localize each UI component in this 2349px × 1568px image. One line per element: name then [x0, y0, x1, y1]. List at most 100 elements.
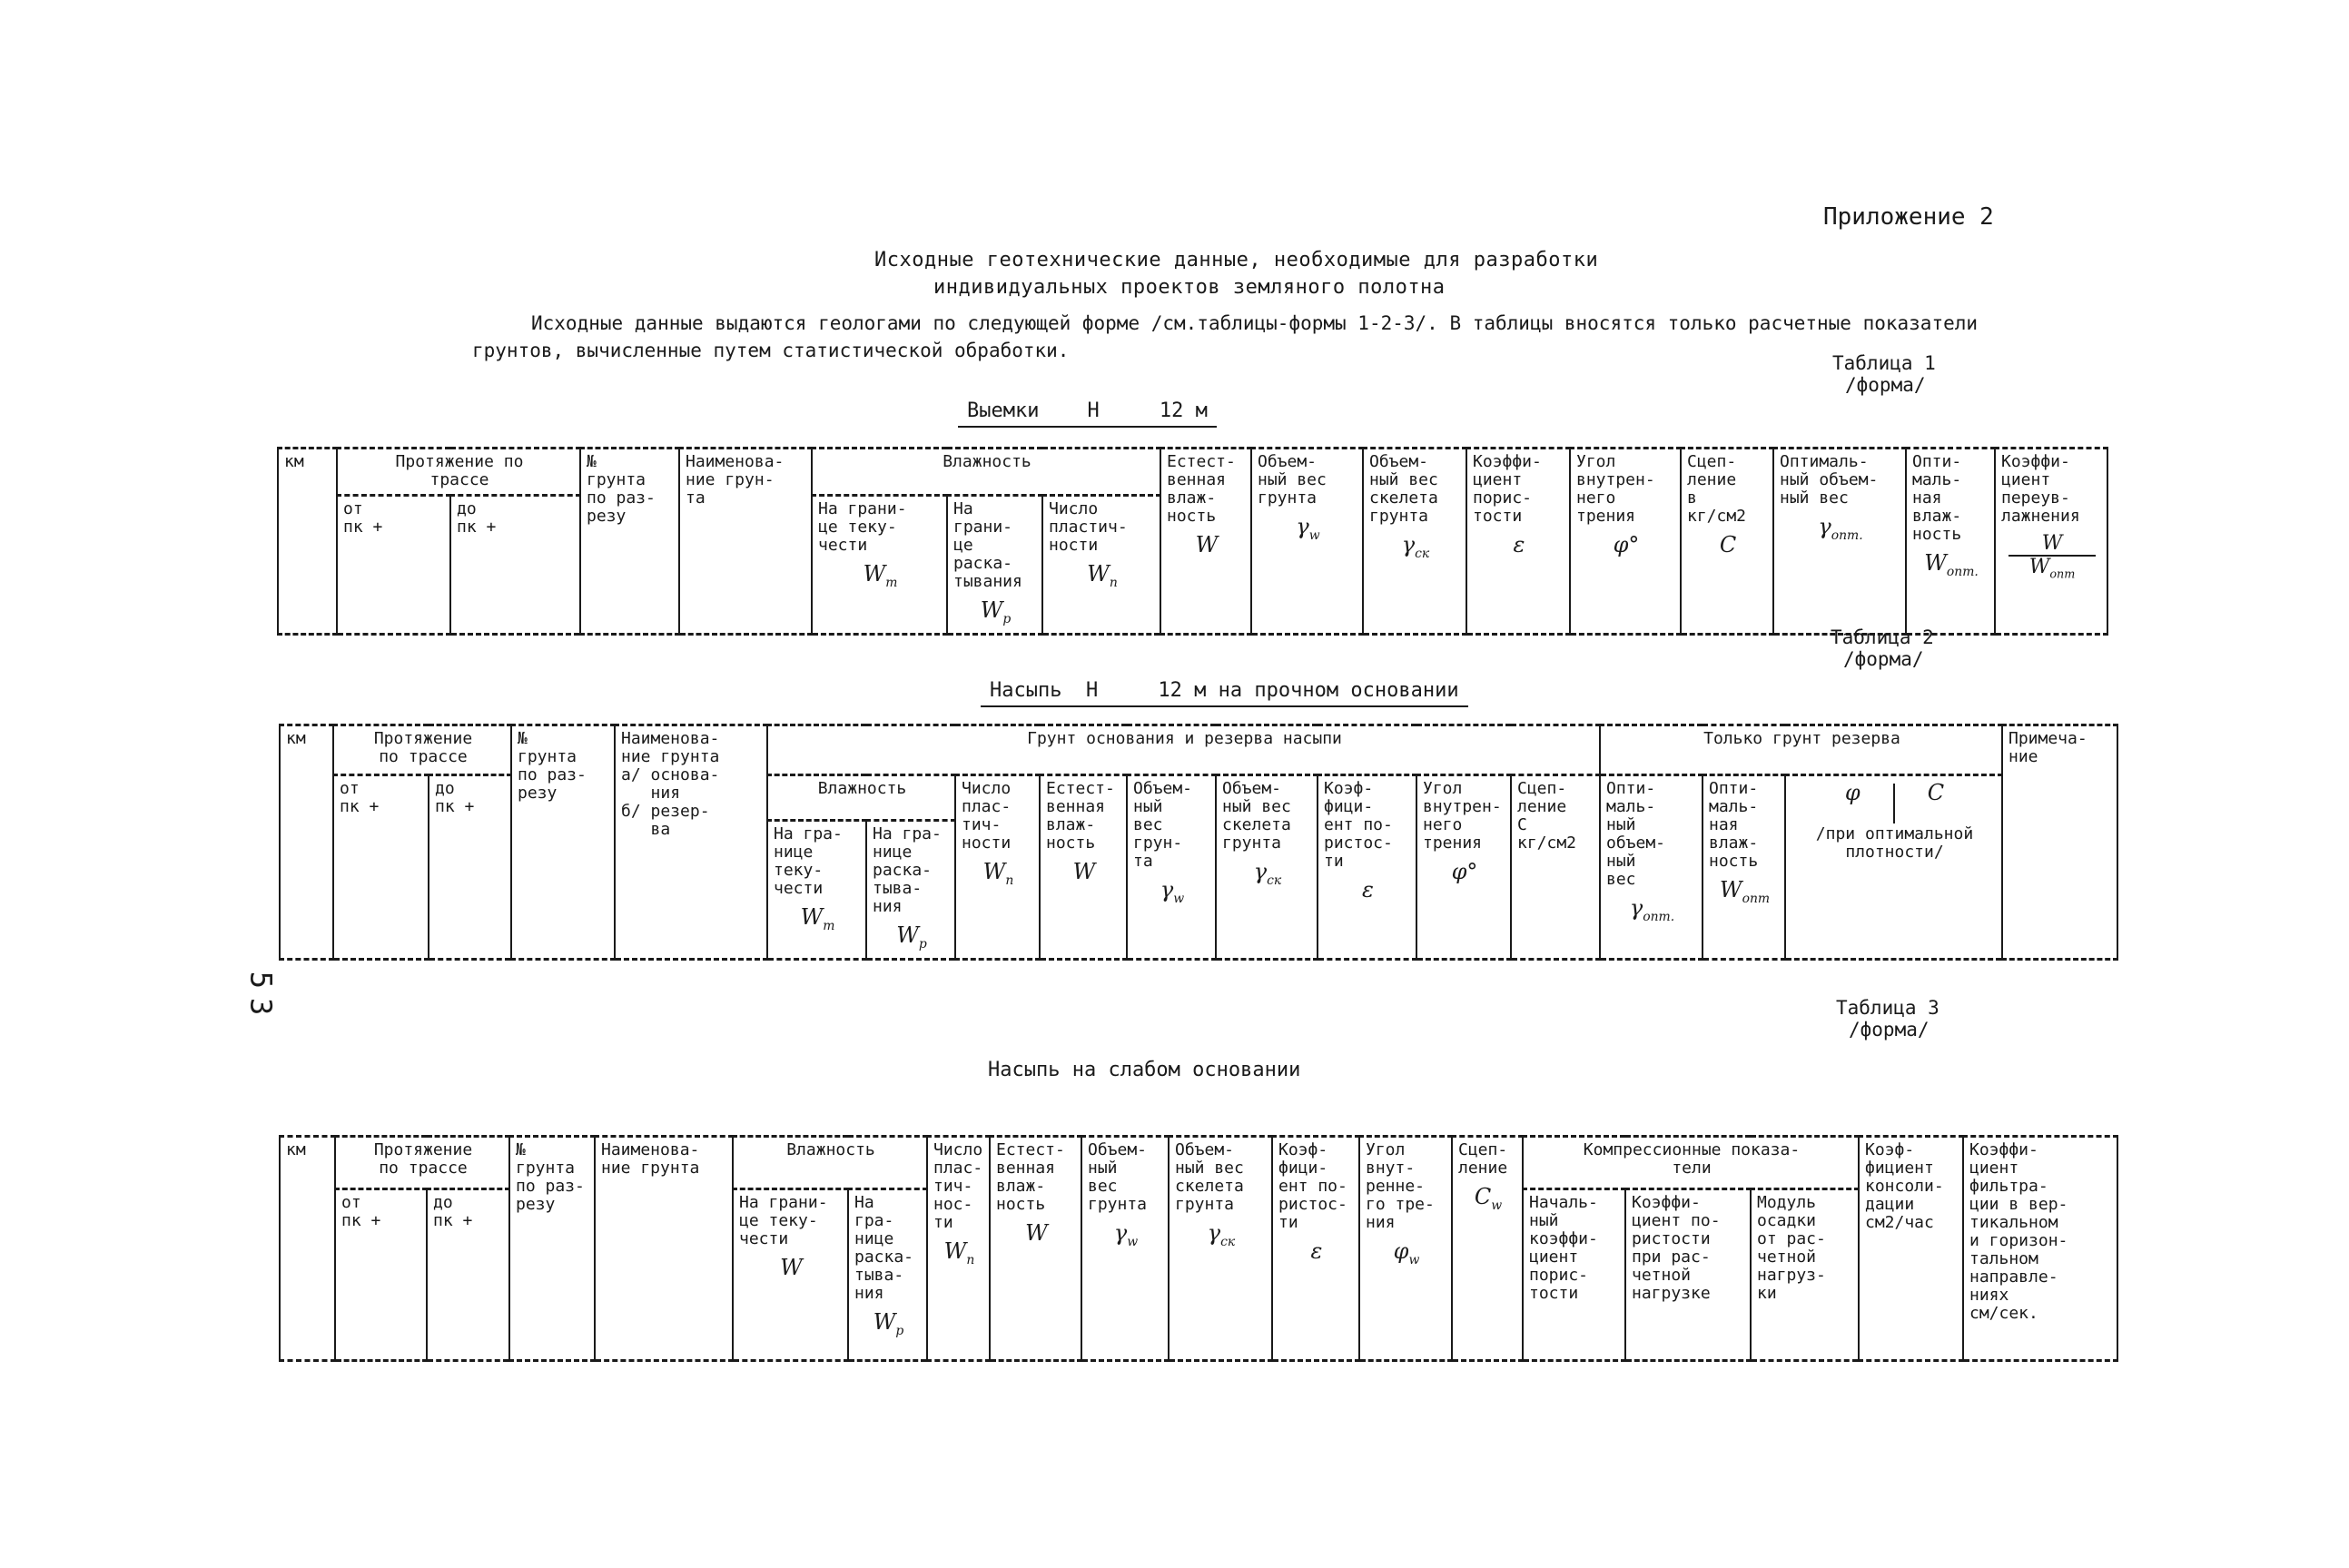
- table1-header-cell: Опти- маль- ная влаж- ность Wопт.: [1905, 448, 1995, 636]
- table2-header-cell: Примеча- ние: [2001, 725, 2117, 961]
- table2-header-cell: Естест- венная влаж- ность W: [1039, 774, 1127, 961]
- table3-header-row: от пк + до пк + На грани- це теку- чести W Н…: [280, 1188, 2117, 1362]
- table3-header-cell: На грани- це теку- чести W: [732, 1188, 848, 1362]
- intro-line1: Исходные данные выдаются геологами по сл…: [531, 312, 1979, 334]
- header-text: Коэффи- циент фильтра- ции в вер- тикаль…: [1969, 1140, 2068, 1323]
- table2-header-cell: На гра- нице раска- тыва- ния Wр: [865, 820, 955, 961]
- header-symbol: W: [1195, 532, 1219, 557]
- table2-header-cell: Опти- маль- ный объем- ный вес γопт.: [1599, 774, 1703, 961]
- table2-header-cell: Число плас- тич- ности Wп: [954, 774, 1040, 961]
- header-symbol: Wр: [873, 1309, 904, 1338]
- table3-header-cell: Коэф- фициент консоли- дации см2/час: [1858, 1136, 1963, 1362]
- header-symbol: С: [1719, 532, 1737, 557]
- table2-header-cell: Влажность: [766, 774, 955, 822]
- header-symbol: W: [1025, 1220, 1048, 1246]
- table3-header-cell: до пк +: [426, 1188, 509, 1362]
- table2-header-cell: Протяжение по трассе: [332, 725, 511, 776]
- header-symbol: γск: [1253, 859, 1282, 888]
- table1-header-cell: Коэффи- циент порис- тости ε: [1466, 448, 1570, 636]
- header-symbol: ε: [1362, 877, 1374, 902]
- table2-heading: Насыпь Н 12 м на прочном основании: [981, 679, 1468, 707]
- header-text: Опти- маль- ная влаж- ность: [1709, 779, 1759, 871]
- table3-header-cell: Угол внут- ренне- го тре- ния φw: [1358, 1136, 1452, 1362]
- table3-header-cell: Влажность: [732, 1136, 927, 1190]
- table3-header-cell: Протяжение по трассе: [334, 1136, 509, 1190]
- table1-header-cell: от пк +: [336, 495, 450, 636]
- table3-header-cell: Модуль осадки от рас- четной нагруз- ки: [1750, 1188, 1859, 1362]
- header-text: км: [286, 729, 306, 748]
- header-text: км: [286, 1140, 306, 1159]
- header-symbol: γск: [1401, 532, 1430, 561]
- header-symbol: φw: [1393, 1238, 1420, 1267]
- page-number: 53: [243, 971, 279, 1025]
- table2-header-cell: км: [279, 725, 333, 961]
- header-text: Началь- ный коэффи- циент порис- тости: [1529, 1193, 1598, 1303]
- table3-label: Таблица 3: [1836, 997, 1939, 1019]
- header-text: Угол внутрен- него трения: [1576, 452, 1655, 526]
- header-symbol: Wопт: [1719, 877, 1771, 906]
- header-text: № грунта по раз- резу: [516, 1140, 585, 1214]
- table2-header-cell: Коэф- фици- ент по- ристос- ти ε: [1317, 774, 1416, 961]
- table3-heading: Насыпь на слабом основании: [988, 1059, 1301, 1081]
- header-symbol: Wт: [863, 561, 898, 590]
- header-text: Грунт основания и резерва насыпи: [1027, 729, 1342, 748]
- intro-line2: грунтов, вычисленные путем статистическо…: [472, 340, 1070, 361]
- header-symbol: γск: [1207, 1220, 1236, 1249]
- header-text: На грани- це раска- тывания: [953, 499, 1022, 591]
- doc-title-line2: индивидуальных проектов земляного полотн…: [933, 276, 1446, 299]
- header-text: Наименова- ние грун- та: [686, 452, 785, 508]
- table2-header-cell: от пк +: [332, 774, 429, 961]
- header-symbol: W: [1072, 859, 1096, 884]
- header-symbol: γw: [1113, 1220, 1139, 1249]
- header-text: от пк +: [340, 779, 380, 816]
- table3: км Протяжение по трассе № грунта по раз- р…: [279, 1135, 2118, 1362]
- table1-label: Таблица 1: [1832, 352, 1936, 374]
- table1-header-cell: Сцеп- ление в кг/см2 С: [1680, 448, 1773, 636]
- header-text: На грани- це теку- чести: [818, 499, 907, 555]
- header-note: /при оптимальной плотности/: [1815, 824, 1974, 862]
- header-text: Только грунт резерва: [1703, 729, 1900, 748]
- header-text: Сцеп- ление С кг/см2: [1517, 779, 1577, 853]
- table2-label: Таблица 2: [1831, 626, 1934, 648]
- header-text: Протяжение по трассе: [373, 729, 473, 766]
- header-text: Угол внут- ренне- го тре- ния: [1366, 1140, 1435, 1232]
- header-text: № грунта по раз- резу: [518, 729, 587, 803]
- header-text: Объем- ный вес скелета грунта: [1175, 1140, 1244, 1214]
- header-text: Объем- ный вес скелета грунта: [1369, 452, 1438, 526]
- header-symbol: Wп: [982, 859, 1014, 888]
- header-text: км: [284, 452, 304, 471]
- table2: км Протяжение по трассе № грунта по раз- р…: [279, 724, 2118, 961]
- header-text: Протяжение по трассе: [395, 452, 524, 489]
- table3-header-cell: Объем- ный вес грунта γw: [1081, 1136, 1169, 1362]
- table2-header-cell: На гра- нице теку- чести Wт: [766, 820, 866, 961]
- header-symbol: Cw: [1474, 1184, 1503, 1213]
- header-text: от пк +: [343, 499, 383, 537]
- table1: км Протяжение по трассе № грунта по раз- р…: [277, 447, 2108, 636]
- table3-header-cell: Коэффи- циент фильтра- ции в вер- тикаль…: [1962, 1136, 2117, 1362]
- table3-header-cell: Коэффи- циент по- ристости при рас- четн…: [1624, 1188, 1751, 1362]
- header-symbol: γw: [1296, 514, 1320, 543]
- table2-header-cell: Опти- маль- ная влаж- ность Wопт: [1702, 774, 1785, 961]
- table2-header-cell: Наименова- ние грунта а/ основа- ния б/ …: [614, 725, 767, 961]
- header-text: Естест- венная влаж- ность: [1046, 779, 1115, 853]
- table2-header-cell: Только грунт резерва: [1599, 725, 2002, 776]
- doc-title-line1: Исходные геотехнические данные, необходи…: [874, 249, 1599, 271]
- header-text: Опти- маль- ный объем- ный вес: [1606, 779, 1666, 889]
- table2-header-row: км Протяжение по трассе № грунта по раз- р…: [279, 725, 2117, 961]
- header-text: Сцеп- ление в кг/см2: [1687, 452, 1747, 526]
- table3-header-cell: № грунта по раз- резу: [508, 1136, 595, 1362]
- header-text: Объем- ный вес грунта: [1258, 452, 1327, 508]
- table2-header-cell: Объем- ный вес грун- та γw: [1126, 774, 1216, 961]
- table1-header-cell: Наименова- ние грун- та: [678, 448, 812, 636]
- table2-form: км Протяжение по трассе № грунта по раз- р…: [279, 724, 2118, 961]
- table2-header-row: от пк + до пк + Влажность Число плас- тич- …: [280, 774, 2117, 961]
- table3-label-sub: /форма/: [1849, 1019, 1930, 1040]
- table3-header-cell: Компрессионные показа- тели: [1522, 1136, 1859, 1190]
- table3-header-cell: от пк +: [334, 1188, 427, 1362]
- table1-header-cell: Оптималь- ный объем- ный вес γопт.: [1772, 448, 1906, 636]
- table2-header-cell: до пк +: [428, 774, 511, 961]
- header-symbol: φ°: [1613, 532, 1640, 557]
- header-text: Коэф- фициент консоли- дации см2/час: [1865, 1140, 1944, 1232]
- header-text: Естест- венная влаж- ность: [996, 1140, 1065, 1214]
- table1-heading: Выемки Н 12 м: [958, 399, 1217, 428]
